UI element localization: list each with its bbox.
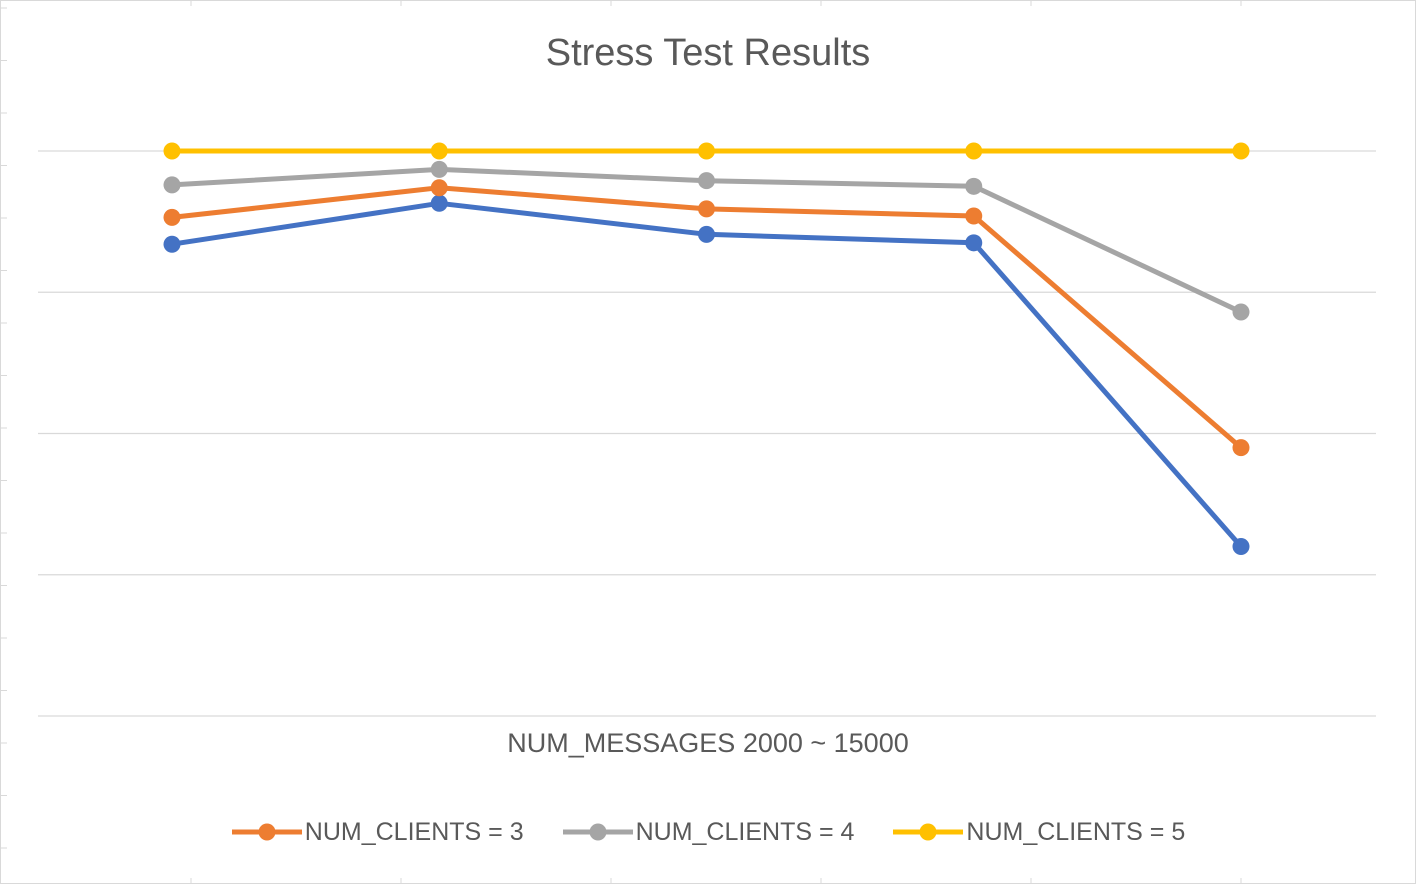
- series-group: [163, 194, 1250, 555]
- data-point: [1232, 538, 1250, 555]
- legend-swatch: [893, 823, 964, 841]
- legend-swatch-marker: [919, 823, 937, 841]
- x-axis-label: NUM_MESSAGES 2000 ~ 15000: [507, 728, 909, 758]
- series-group: [163, 160, 1250, 321]
- data-point: [163, 176, 181, 194]
- series-group: [163, 142, 1250, 160]
- data-point: [430, 160, 448, 178]
- data-point: [965, 142, 983, 160]
- data-point: [965, 207, 983, 225]
- legend-label: NUM_CLIENTS = 4: [635, 817, 855, 846]
- data-point: [163, 208, 181, 226]
- legend-item: NUM_CLIENTS = 3: [231, 812, 524, 852]
- legend-label: NUM_CLIENTS = 5: [966, 817, 1186, 846]
- data-point: [430, 142, 448, 160]
- legend: NUM_CLIENTS = 3 NUM_CLIENTS = 4 NUM_CLIENT…: [0, 812, 1416, 852]
- legend-swatch-marker: [258, 823, 276, 841]
- legend-swatch: [562, 823, 633, 841]
- legend-item: NUM_CLIENTS = 5: [892, 812, 1185, 852]
- legend-swatch: [231, 823, 302, 841]
- series-layer: [163, 142, 1250, 555]
- data-point: [698, 200, 715, 218]
- frame-ticks: [0, 0, 1242, 884]
- data-point: [163, 142, 181, 160]
- legend-swatch-marker: [589, 823, 607, 841]
- data-point: [965, 177, 983, 195]
- data-point: [1232, 439, 1250, 457]
- data-point: [1232, 303, 1250, 321]
- data-point: [965, 234, 983, 252]
- data-point: [1232, 142, 1250, 160]
- legend-item: NUM_CLIENTS = 4: [562, 812, 855, 852]
- data-point: [698, 142, 715, 160]
- data-point: [698, 225, 715, 243]
- data-point: [698, 172, 715, 190]
- chart-title: Stress Test Results: [545, 32, 871, 74]
- data-point: [430, 179, 448, 197]
- data-point: [430, 194, 448, 212]
- series-group: [163, 179, 1250, 457]
- legend-label: NUM_CLIENTS = 3: [304, 817, 524, 846]
- data-point: [163, 235, 181, 253]
